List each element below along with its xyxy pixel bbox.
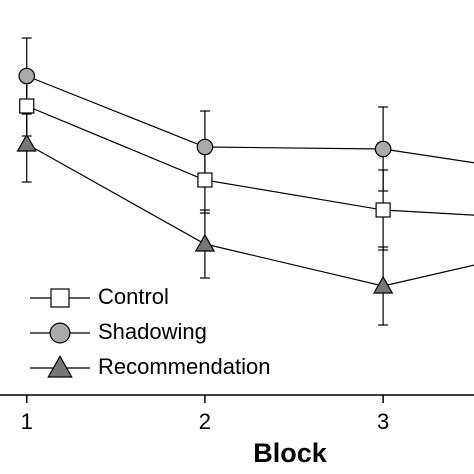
- marker: [372, 275, 394, 294]
- legend-label: Control: [98, 284, 169, 309]
- series-line: [26, 75, 474, 164]
- legend-marker: [50, 288, 70, 308]
- x-axis-label: Block: [253, 438, 328, 468]
- marker: [19, 98, 35, 114]
- legend-marker: [49, 322, 71, 344]
- marker: [194, 233, 216, 252]
- marker: [197, 172, 213, 188]
- marker: [16, 133, 37, 152]
- legend-marker: [47, 355, 73, 378]
- x-tick-label: 3: [377, 409, 389, 434]
- marker: [18, 67, 36, 85]
- legend-label: Recommendation: [98, 354, 270, 379]
- marker: [375, 202, 391, 218]
- x-tick-label: 1: [21, 409, 33, 434]
- x-tick-label: 2: [199, 409, 211, 434]
- series-line: [26, 105, 474, 216]
- legend-label: Shadowing: [98, 319, 207, 344]
- marker: [374, 140, 392, 158]
- series-line: [26, 143, 474, 287]
- marker: [196, 138, 214, 156]
